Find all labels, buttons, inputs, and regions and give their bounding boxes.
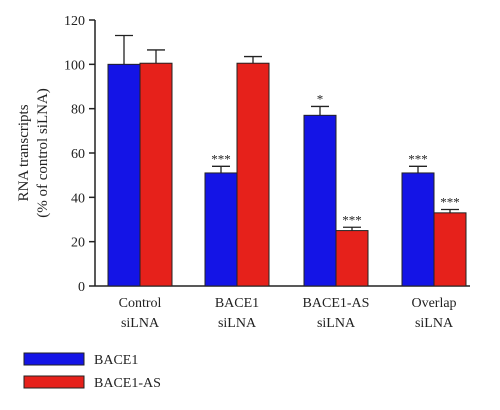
- legend: BACE1 BACE1-AS: [23, 352, 161, 391]
- y-axis-label-line: RNA transcripts: [16, 104, 32, 201]
- x-category-label: siLNA: [121, 316, 160, 331]
- bar-bace1: [204, 172, 238, 287]
- error-bars: [115, 34, 459, 231]
- bar-bace1: [401, 172, 435, 287]
- y-tick-label: 60: [71, 147, 85, 162]
- y-ticks: 0 20 40 60 80 100 120: [64, 14, 95, 295]
- x-category-labels: Control siLNA BACE1 siLNA BACE1-AS siLNA Overl…: [119, 296, 457, 331]
- x-category-label: BACE1: [215, 296, 259, 311]
- bar-bace1-as: [335, 230, 369, 287]
- significance-marker: ***: [211, 151, 231, 166]
- bar-bace1-as: [139, 62, 173, 287]
- y-tick-label: 120: [64, 14, 85, 29]
- legend-swatch-bace1-as: [23, 375, 85, 389]
- significance-markers: *************: [211, 91, 460, 227]
- x-category-label: siLNA: [415, 316, 454, 331]
- y-tick-label: 40: [71, 191, 85, 206]
- y-tick-label: 100: [64, 58, 85, 73]
- x-category-label: siLNA: [317, 316, 356, 331]
- y-axis-label-line: (% of control siLNA): [35, 88, 51, 218]
- bar-bace1: [107, 63, 141, 287]
- significance-marker: *: [317, 91, 324, 106]
- x-category-label: siLNA: [218, 316, 257, 331]
- bar-bace1-as: [236, 62, 270, 287]
- significance-marker: ***: [408, 151, 428, 166]
- x-category-label: Overlap: [411, 296, 456, 311]
- x-category-label: BACE1-AS: [303, 296, 370, 311]
- significance-marker: ***: [342, 212, 362, 227]
- bar-bace1: [303, 114, 337, 287]
- bar-bace1-as: [433, 212, 467, 287]
- y-tick-label: 20: [71, 236, 85, 251]
- y-tick-label: 0: [78, 280, 85, 295]
- significance-marker: ***: [440, 195, 460, 210]
- legend-label: BACE1: [94, 353, 138, 368]
- bars: [107, 62, 467, 287]
- y-axis-label: RNA transcripts (% of control siLNA): [16, 88, 51, 218]
- x-category-label: Control: [119, 296, 162, 311]
- y-tick-label: 80: [71, 103, 85, 118]
- legend-swatch-bace1: [23, 352, 85, 366]
- legend-label: BACE1-AS: [94, 376, 161, 391]
